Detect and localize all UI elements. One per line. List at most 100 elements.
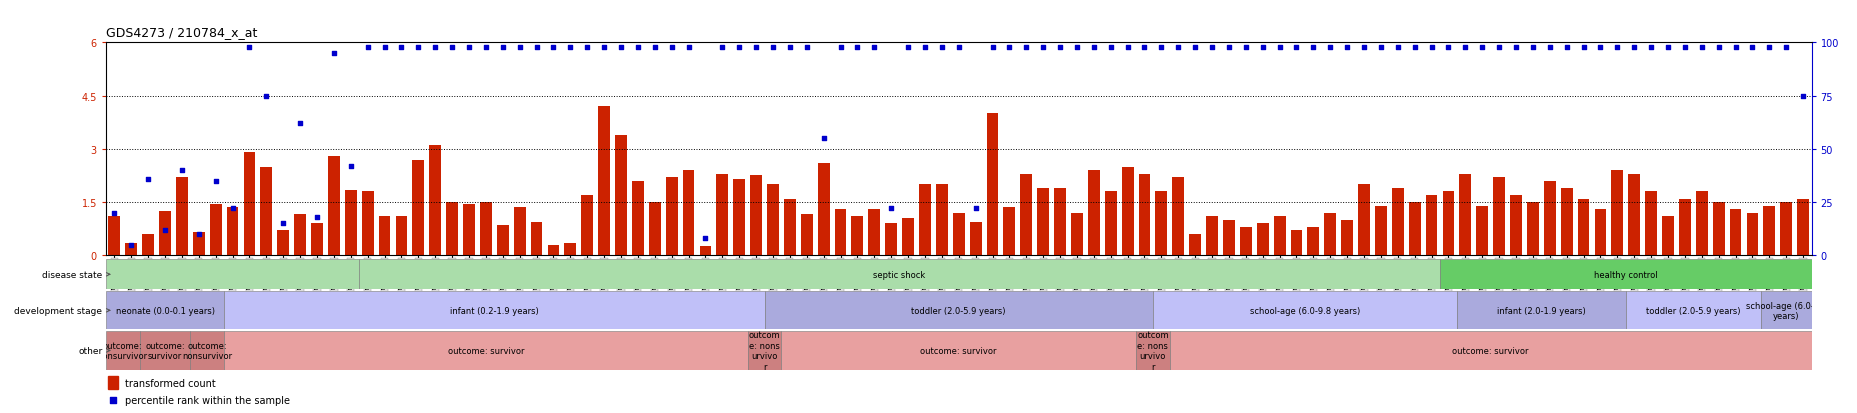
Point — [1079, 44, 1109, 51]
Point — [1415, 44, 1445, 51]
Bar — [1408, 202, 1421, 256]
Bar — [648, 202, 661, 256]
Point — [860, 44, 890, 51]
Point — [1005, 288, 1034, 295]
Bar — [1036, 188, 1049, 256]
Bar — [329, 157, 340, 256]
Point — [1467, 44, 1497, 51]
Point — [488, 44, 518, 51]
Point — [893, 44, 923, 51]
Bar — [1526, 202, 1538, 256]
Point — [1786, 93, 1816, 100]
Bar — [1577, 199, 1588, 256]
Bar — [919, 185, 930, 256]
Point — [167, 167, 197, 174]
Point — [943, 44, 973, 51]
Point — [1484, 44, 1513, 51]
Bar — [1643, 192, 1656, 256]
Point — [420, 44, 449, 51]
Bar — [362, 192, 373, 256]
Text: septic shock: septic shock — [873, 270, 925, 279]
Point — [1248, 44, 1278, 51]
Bar — [1172, 178, 1183, 256]
Bar — [782, 332, 1135, 370]
Bar — [1274, 217, 1285, 256]
Bar — [598, 107, 609, 256]
Bar — [1493, 178, 1504, 256]
Bar — [429, 146, 440, 256]
Point — [1179, 44, 1209, 51]
Bar — [1222, 220, 1235, 256]
Point — [927, 44, 956, 51]
Bar — [1239, 227, 1252, 256]
Bar — [1341, 220, 1352, 256]
Point — [1010, 44, 1040, 51]
Point — [1736, 44, 1766, 51]
Text: GDS4273 / 210784_x_at: GDS4273 / 210784_x_at — [106, 26, 256, 39]
Bar — [936, 185, 947, 256]
Point — [808, 135, 838, 142]
Bar — [1205, 217, 1218, 256]
Point — [1753, 44, 1783, 51]
Bar — [581, 195, 592, 256]
Point — [234, 44, 264, 51]
Point — [522, 44, 552, 51]
Bar — [227, 208, 238, 256]
Bar — [124, 243, 137, 256]
Bar — [969, 222, 980, 256]
Point — [134, 176, 163, 183]
Bar — [834, 210, 847, 256]
Point — [555, 44, 585, 51]
Bar — [1019, 174, 1032, 256]
Bar — [1155, 192, 1166, 256]
Text: infant (0.2-1.9 years): infant (0.2-1.9 years) — [449, 306, 539, 315]
Bar — [106, 332, 139, 370]
Point — [217, 206, 247, 212]
Bar — [1357, 185, 1369, 256]
Bar — [734, 180, 745, 256]
Bar — [1760, 292, 1811, 330]
Text: healthy control: healthy control — [1593, 270, 1656, 279]
Bar — [867, 210, 880, 256]
Bar — [1088, 171, 1099, 256]
Bar — [1458, 174, 1471, 256]
Bar — [1779, 202, 1792, 256]
Point — [1196, 44, 1226, 51]
Text: school-age (6.0-9.8 years): school-age (6.0-9.8 years) — [1250, 306, 1359, 315]
Point — [910, 44, 940, 51]
Bar — [1307, 227, 1318, 256]
Point — [877, 206, 906, 212]
Point — [100, 210, 130, 216]
Bar — [767, 185, 778, 256]
Bar — [665, 178, 678, 256]
Point — [184, 231, 214, 238]
Bar — [1053, 188, 1066, 256]
Point — [1636, 44, 1666, 51]
Point — [1298, 44, 1328, 51]
Point — [201, 178, 230, 185]
Point — [150, 227, 180, 233]
Bar — [1255, 224, 1268, 256]
Bar — [615, 135, 626, 256]
Point — [403, 44, 433, 51]
Point — [1500, 44, 1530, 51]
Point — [1619, 44, 1649, 51]
Bar — [851, 217, 864, 256]
Point — [758, 44, 787, 51]
Bar — [210, 204, 221, 256]
Point — [622, 44, 652, 51]
Bar — [1439, 260, 1811, 290]
Bar — [1729, 210, 1740, 256]
Point — [977, 44, 1006, 51]
Point — [117, 242, 147, 248]
Bar — [108, 217, 121, 256]
Bar — [1560, 188, 1571, 256]
Bar — [548, 245, 559, 256]
Bar — [1153, 292, 1456, 330]
Text: outcome:
survivor: outcome: survivor — [145, 341, 184, 360]
Bar — [986, 114, 997, 256]
Bar — [1712, 202, 1723, 256]
Bar — [260, 167, 273, 256]
Point — [472, 44, 501, 51]
Point — [1703, 44, 1733, 51]
